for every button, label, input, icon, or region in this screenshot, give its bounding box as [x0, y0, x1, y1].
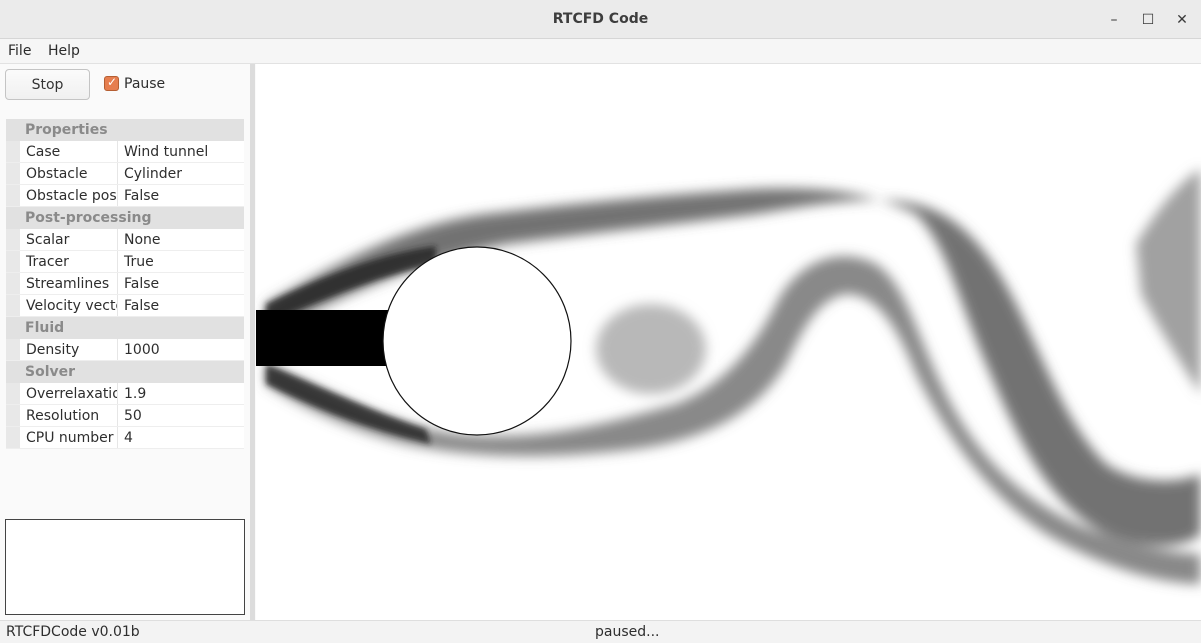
group-header[interactable]: Solver: [6, 361, 244, 383]
property-value[interactable]: Wind tunnel: [124, 144, 209, 160]
property-key: Resolution: [20, 405, 118, 426]
property-key: Velocity vectors: [20, 295, 118, 316]
stop-button[interactable]: Stop: [5, 69, 90, 100]
property-value[interactable]: 50: [124, 408, 142, 424]
group-header[interactable]: Post-processing: [6, 207, 244, 229]
status-bar: RTCFDCode v0.01b paused...: [0, 620, 1201, 643]
property-row[interactable]: Overrelaxation 1.9: [6, 383, 244, 405]
row-indent: [6, 273, 20, 294]
row-indent: [6, 229, 20, 250]
row-indent: [6, 251, 20, 272]
row-indent: [6, 141, 20, 162]
minimize-icon[interactable]: –: [1110, 12, 1118, 28]
title-bar: RTCFD Code – ☐ ✕: [0, 0, 1201, 39]
menu-help[interactable]: Help: [48, 43, 80, 59]
row-indent: [6, 163, 20, 184]
property-row[interactable]: Obstacle Cylinder: [6, 163, 244, 185]
menu-bar: File Help: [0, 39, 1201, 64]
maximize-icon[interactable]: ☐: [1141, 12, 1155, 28]
pause-checkbox[interactable]: ✓: [104, 75, 119, 91]
property-row[interactable]: Density 1000: [6, 339, 244, 361]
version-label: RTCFDCode v0.01b: [6, 624, 140, 640]
row-indent: [6, 383, 20, 404]
menu-file[interactable]: File: [8, 43, 32, 59]
row-indent: [6, 339, 20, 360]
property-value[interactable]: False: [124, 188, 160, 204]
property-row[interactable]: Scalar None: [6, 229, 244, 251]
checkmark-icon: ✓: [107, 75, 118, 89]
row-indent: [6, 405, 20, 426]
property-value[interactable]: False: [124, 276, 160, 292]
property-key: Streamlines: [20, 273, 118, 294]
log-output[interactable]: [5, 519, 245, 615]
property-key: Overrelaxation: [20, 383, 118, 404]
property-value[interactable]: True: [124, 254, 154, 270]
group-header[interactable]: Fluid: [6, 317, 244, 339]
property-row[interactable]: Tracer True: [6, 251, 244, 273]
control-panel: Stop ✓ Pause Properties Case Wind tunnel Ob…: [0, 64, 250, 620]
property-row[interactable]: Case Wind tunnel: [6, 141, 244, 163]
window-title: RTCFD Code: [552, 11, 649, 27]
property-value[interactable]: 1.9: [124, 386, 147, 402]
property-key: Density: [20, 339, 118, 360]
tracer-plume: [266, 169, 1201, 584]
property-key: Case: [20, 141, 118, 162]
row-indent: [6, 295, 20, 316]
property-key: Tracer: [20, 251, 118, 272]
property-row[interactable]: Resolution 50: [6, 405, 244, 427]
simulation-canvas[interactable]: [256, 64, 1201, 620]
property-value[interactable]: 1000: [124, 342, 160, 358]
property-value[interactable]: 4: [124, 430, 133, 446]
group-header[interactable]: Properties: [6, 119, 244, 141]
property-key: Obstacle: [20, 163, 118, 184]
row-indent: [6, 185, 20, 206]
tracer-field: [256, 169, 1201, 584]
close-icon[interactable]: ✕: [1176, 12, 1188, 28]
panel-splitter[interactable]: [250, 64, 255, 620]
property-value[interactable]: False: [124, 298, 160, 314]
property-value[interactable]: None: [124, 232, 161, 248]
property-key: CPU number: [20, 427, 118, 448]
run-state-label: paused...: [595, 624, 660, 640]
property-key: Obstacle position: [20, 185, 118, 206]
property-row[interactable]: Streamlines False: [6, 273, 244, 295]
row-indent: [6, 427, 20, 448]
property-value[interactable]: Cylinder: [124, 166, 182, 182]
pause-label: Pause: [124, 76, 166, 92]
property-row[interactable]: CPU number 4: [6, 427, 244, 449]
property-row[interactable]: Obstacle position False: [6, 185, 244, 207]
property-row[interactable]: Velocity vectors False: [6, 295, 244, 317]
property-grid: Properties Case Wind tunnel Obstacle Cylinde…: [6, 119, 244, 449]
property-key: Scalar: [20, 229, 118, 250]
cylinder-obstacle: [382, 246, 572, 436]
tracer-inlet: [256, 310, 396, 366]
tracer-core: [266, 246, 436, 444]
